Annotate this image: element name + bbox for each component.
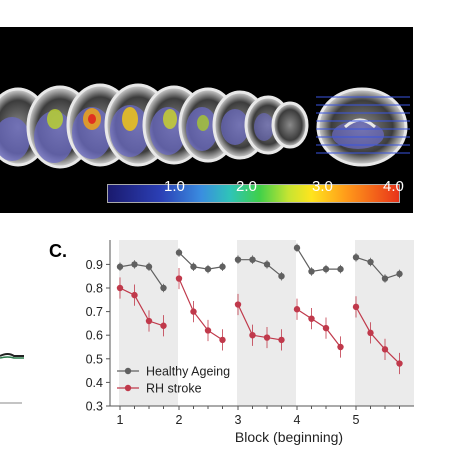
chart-axes: 0.3 0.4 0.5 0.6 0.7 0.8 0.9 1 2 3 4 5 [86,240,414,427]
data-point [131,261,138,268]
data-point [381,346,389,353]
data-point [249,256,256,263]
data-point [145,317,153,325]
panel-c-label: C. [49,241,67,261]
data-point [293,306,301,313]
series-rh-stroke [116,267,403,375]
colorbar-tick-1: 1.0 [164,178,185,195]
data-point [234,256,242,263]
data-point [131,291,138,299]
series-line-block-1 [119,287,164,327]
colorbar-tick-2: 2.0 [236,178,257,195]
chart-series [116,243,403,375]
colorbar [107,184,400,203]
x-tick-label: 4 [294,413,301,427]
series-line-block-5 [355,306,400,364]
accuracy-chart: 0.3 0.4 0.5 0.6 0.7 0.8 0.9 1 2 3 4 5 Healthy Agein… [86,240,414,445]
series-line-block-4 [296,308,341,348]
series-line-block-1 [119,263,164,289]
axial-slice-9 [271,101,309,149]
sagittal-slice [316,87,408,167]
data-point [337,265,344,273]
data-point [249,332,256,339]
data-point [263,334,271,341]
data-point [308,268,315,275]
x-tick-label: 3 [235,413,242,427]
series-line-block-2 [178,278,223,341]
legend-marker [124,384,132,392]
x-axis-label: Block (beginning) [235,429,343,445]
data-point [190,263,197,270]
series-line-block-2 [178,252,223,270]
data-point [219,336,226,344]
data-point [234,301,242,308]
shade-band-5 [355,240,414,406]
data-point [145,263,153,270]
brain-imaging-panel [0,27,413,213]
y-tick-label: 0.8 [86,282,103,296]
data-point [263,261,271,268]
y-tick-label: 0.6 [86,329,103,343]
data-point [396,360,403,367]
y-tick-label: 0.3 [86,400,103,414]
data-point [367,258,374,266]
panel-b-fragment [0,353,24,404]
series-line-block-3 [238,259,282,277]
legend-label: Healthy Ageing [146,365,230,379]
x-tick-label: 5 [353,413,360,427]
data-point [381,275,389,282]
data-point [116,284,124,292]
colorbar-tick-4: 4.0 [383,178,404,195]
data-point [175,275,183,282]
data-point [190,308,197,315]
data-point [204,327,212,334]
data-point [352,254,360,261]
y-tick-label: 0.7 [86,305,103,319]
data-point [278,273,285,280]
data-point [219,263,226,270]
data-point [278,336,285,344]
data-point [160,322,167,329]
series-line-block-5 [355,256,400,280]
series-line-block-4 [296,247,341,273]
x-tick-label: 1 [117,413,124,427]
colorbar-tick-3: 3.0 [312,178,333,195]
series-line-block-3 [237,304,282,341]
data-point [160,284,167,292]
data-point [367,329,374,337]
x-tick-label: 2 [176,413,183,427]
chart-legend: Healthy Ageing RH stroke [117,365,230,396]
legend-label: RH stroke [146,382,202,396]
data-point [293,244,301,252]
data-point [322,265,330,273]
y-tick-label: 0.9 [86,258,103,272]
data-point [396,270,403,278]
data-point [204,265,212,273]
data-point [337,343,344,351]
y-tick-label: 0.4 [86,376,103,390]
data-point [175,249,183,256]
data-point [308,315,315,322]
data-point [116,263,124,270]
y-tick-label: 0.5 [86,352,103,366]
legend-marker [124,367,132,375]
slice-position-lines [316,96,410,154]
data-point [352,303,360,311]
brain-slices-image [0,83,410,169]
data-point [322,324,330,332]
series-healthy-ageing [116,243,403,293]
